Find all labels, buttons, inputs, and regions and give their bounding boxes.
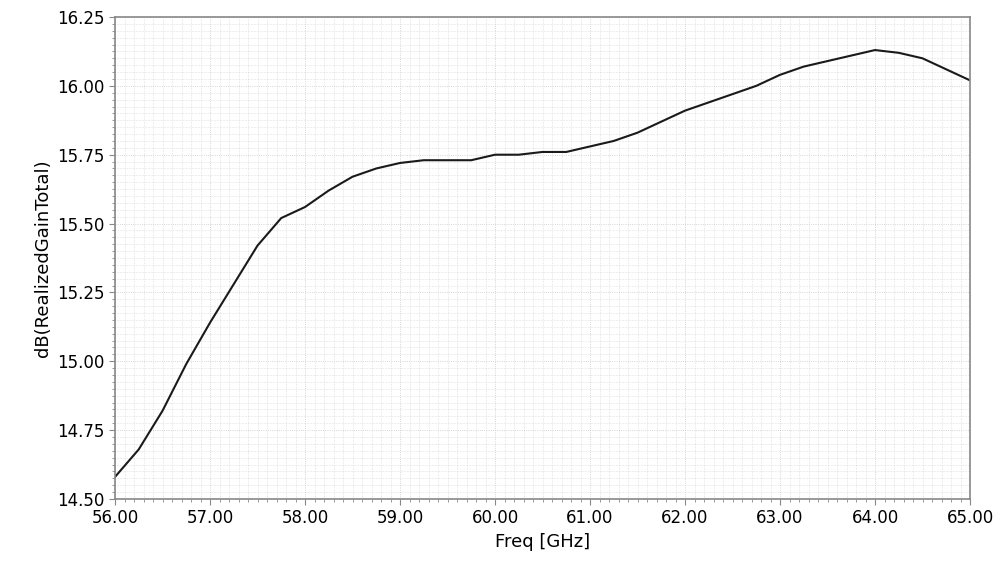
X-axis label: Freq [GHz]: Freq [GHz]: [495, 533, 590, 551]
Y-axis label: dB(RealizedGainTotal): dB(RealizedGainTotal): [34, 159, 52, 357]
